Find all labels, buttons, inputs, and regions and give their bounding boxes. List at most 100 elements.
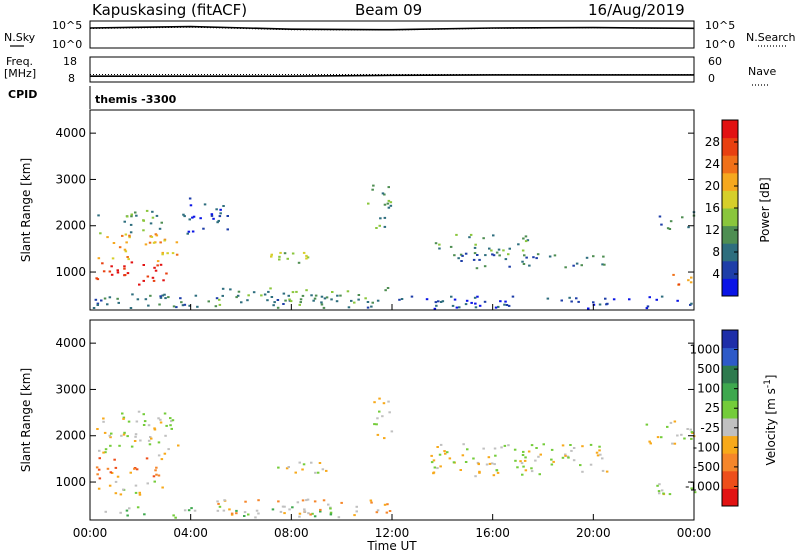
- heatmap-cell: [149, 436, 152, 438]
- heatmap-cell: [210, 213, 214, 216]
- heatmap-cell: [521, 473, 524, 476]
- heatmap-cell: [133, 440, 137, 442]
- heatmap-cell: [154, 269, 158, 272]
- heatmap-cell: [522, 237, 525, 240]
- heatmap-cell: [161, 253, 164, 256]
- heatmap-cell: [103, 431, 107, 434]
- heatmap-cell: [579, 464, 582, 467]
- heatmap-cell: [219, 208, 222, 211]
- heatmap-cell: [673, 420, 677, 423]
- heatmap-cell: [306, 498, 310, 501]
- heatmap-cell: [125, 509, 129, 512]
- heatmap-cell: [255, 509, 259, 512]
- heatmap-cell: [223, 499, 226, 502]
- heatmap-cell: [254, 516, 257, 519]
- heatmap-cell: [112, 242, 116, 244]
- heatmap-cell: [470, 301, 473, 304]
- heatmap-cell: [681, 216, 684, 219]
- heatmap-cell: [383, 216, 387, 219]
- heatmap-cell: [108, 484, 112, 487]
- heatmap-cell: [318, 462, 322, 464]
- heatmap-cell: [138, 283, 141, 286]
- heatmap-cell: [133, 467, 136, 470]
- heatmap-cell: [145, 457, 149, 460]
- heatmap-cell: [450, 295, 453, 298]
- heatmap-cell: [503, 444, 507, 447]
- heatmap-cell: [127, 420, 131, 423]
- heatmap-cell: [149, 222, 153, 225]
- heatmap-cell: [286, 257, 289, 260]
- heatmap-cell: [387, 206, 391, 209]
- heatmap-cell: [337, 516, 341, 519]
- heatmap-cell: [243, 511, 247, 514]
- heatmap-cell: [521, 260, 524, 263]
- heatmap-cell: [299, 301, 302, 304]
- heatmap-cell: [465, 299, 469, 302]
- heatmap-cell: [130, 215, 133, 218]
- colorbar-segment: [722, 260, 738, 279]
- heatmap-cell: [329, 513, 333, 516]
- heatmap-cell: [564, 454, 567, 457]
- heatmap-cell: [507, 253, 510, 256]
- heatmap-cell: [129, 231, 133, 234]
- heatmap-cell: [104, 510, 107, 513]
- heatmap-cell: [270, 255, 273, 258]
- heatmap-cell: [97, 468, 101, 471]
- heatmap-cell: [305, 257, 308, 260]
- colorbar-tick-label: 16: [705, 201, 720, 215]
- heatmap-cell: [98, 477, 102, 480]
- colorbar-segment: [722, 243, 738, 262]
- heatmap-cell: [296, 501, 300, 504]
- heatmap-cell: [190, 507, 193, 510]
- heatmap-cell: [575, 262, 579, 265]
- heatmap-cell: [535, 257, 538, 260]
- heatmap-cell: [676, 434, 679, 437]
- heatmap-cell: [169, 424, 172, 427]
- time-axis: 00:00 04:00 08:00 12:00 16:00 20:00 00:00: [73, 304, 711, 540]
- freq-label-2: [MHz]: [4, 67, 36, 80]
- heatmap-cell: [656, 436, 660, 439]
- heatmap-cell: [464, 461, 468, 463]
- heatmap-cell: [536, 253, 540, 256]
- heatmap-cell: [128, 236, 131, 239]
- heatmap-cell: [148, 443, 152, 446]
- heatmap-cell: [313, 500, 317, 503]
- heatmap-cell: [542, 443, 545, 446]
- heatmap-cell: [287, 294, 290, 297]
- colorbar-tick-label: 12: [705, 223, 720, 237]
- heatmap-cell: [170, 427, 173, 430]
- heatmap-cell: [575, 297, 578, 300]
- heatmap-cell: [285, 467, 289, 470]
- heatmap-cell: [135, 420, 139, 423]
- heatmap-cell: [378, 224, 381, 227]
- heatmap-cell: [474, 302, 477, 305]
- heatmap-cell: [561, 444, 565, 447]
- heatmap-cell: [183, 303, 187, 306]
- heatmap-cell: [366, 306, 370, 309]
- heatmap-cell: [146, 482, 149, 485]
- heatmap-cell: [134, 484, 138, 487]
- heatmap-cell: [432, 472, 435, 475]
- heatmap-cell: [383, 225, 387, 228]
- heatmap-cell: [498, 254, 501, 257]
- heatmap-cell: [102, 451, 105, 454]
- heatmap-cell: [126, 435, 129, 438]
- heatmap-cell: [398, 298, 401, 301]
- heatmap-cell: [187, 230, 191, 233]
- noise-panel-frame: [89, 20, 695, 49]
- heatmap-cell: [162, 279, 165, 282]
- heatmap-cell: [673, 442, 677, 445]
- freq-lines: [90, 74, 694, 77]
- heatmap-cell: [143, 420, 147, 423]
- heatmap-cell: [270, 296, 274, 298]
- heatmap-cell: [581, 445, 584, 448]
- heatmap-cell: [502, 249, 505, 252]
- heatmap-cell: [302, 463, 306, 466]
- heatmap-cell: [312, 299, 315, 302]
- heatmap-cell: [214, 305, 218, 308]
- heatmap-cell: [152, 279, 156, 282]
- heatmap-cell: [145, 209, 149, 212]
- heatmap-cell: [257, 499, 260, 502]
- heatmap-cell: [370, 305, 373, 308]
- heatmap-cell: [564, 266, 567, 269]
